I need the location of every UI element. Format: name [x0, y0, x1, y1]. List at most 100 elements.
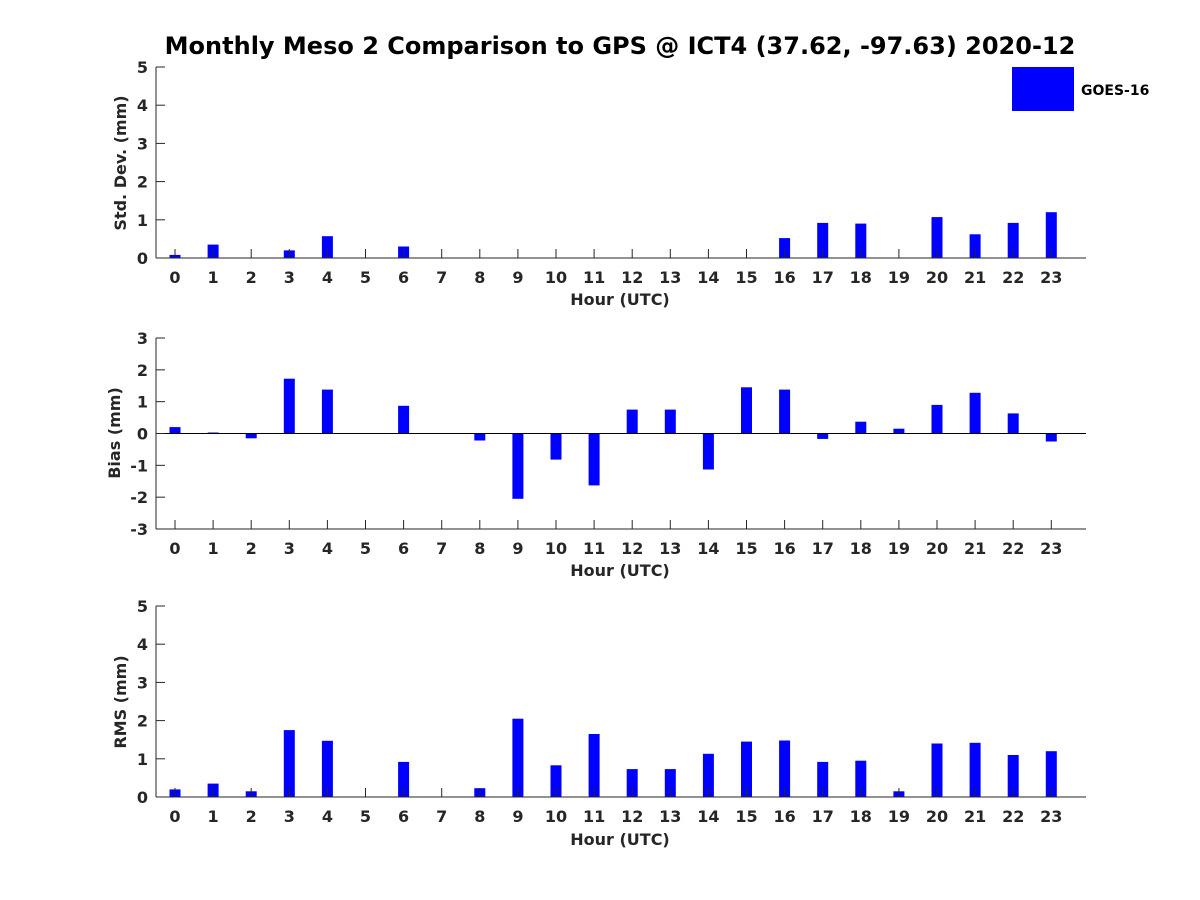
- bias-x-tick-label: 19: [888, 539, 910, 558]
- bias-x-tick-label: 12: [621, 539, 643, 558]
- std-dev-x-tick-label: 15: [735, 268, 757, 287]
- bias-x-tick-label: 5: [360, 539, 371, 558]
- bias-axes: 0 1 2 3 4 5 6 7 8 9 10 11 12 13 14 15 16 17 18 19 20 21 22 23-3…: [130, 329, 1086, 558]
- rms-x-tick-label: 16: [773, 807, 795, 826]
- bias-x-tick-label: 17: [812, 539, 834, 558]
- rms-y-tick-label: 2: [137, 712, 148, 731]
- std-dev-bar-hour-4: [321, 236, 333, 258]
- std-dev-x-tick-label: 13: [659, 268, 681, 287]
- rms-bar-hour-23: [1045, 751, 1057, 797]
- bias-x-tick-label: 18: [850, 539, 872, 558]
- bias-bar-hour-10: [550, 433, 562, 460]
- std-dev-x-tick-label: 2: [246, 268, 257, 287]
- std-dev-bar-hour-20: [931, 217, 943, 258]
- rms-y-tick-label: 1: [137, 750, 148, 769]
- std-dev-y-tick-label: 2: [137, 173, 148, 192]
- bias-bar-hour-12: [626, 409, 638, 434]
- bias-bar-hour-22: [1007, 413, 1019, 434]
- bias-x-tick-label: 10: [545, 539, 567, 558]
- bias-x-tick-label: 0: [169, 539, 180, 558]
- panel-std-dev: 0 1 2 3 4 5 6 7 8 9 10 11 12 13 14 15 16 17 18 19 20 21 22 2301…: [111, 58, 1149, 309]
- legend-label-goes-16: GOES-16: [1081, 83, 1149, 99]
- bias-x-tick-label: 4: [322, 539, 333, 558]
- bias-x-tick-label: 14: [697, 539, 719, 558]
- rms-x-tick-label: 20: [926, 807, 948, 826]
- std-dev-x-tick-label: 21: [964, 268, 986, 287]
- bias-bars: [169, 378, 1057, 499]
- bias-y-tick-label: 2: [137, 361, 148, 380]
- std-dev-bar-hour-23: [1045, 212, 1057, 258]
- rms-bar-hour-16: [779, 740, 791, 797]
- std-dev-x-tick-label: 6: [398, 268, 409, 287]
- bias-bar-hour-18: [855, 421, 867, 434]
- rms-x-tick-label: 0: [169, 807, 180, 826]
- std-dev-x-tick-label: 1: [208, 268, 219, 287]
- bias-x-tick-label: 15: [735, 539, 757, 558]
- bias-bar-hour-0: [169, 427, 181, 434]
- bias-bar-hour-2: [245, 433, 257, 439]
- rms-bar-hour-12: [626, 769, 638, 797]
- std-dev-x-tick-label: 20: [926, 268, 948, 287]
- rms-axes: 0 1 2 3 4 5 6 7 8 9 10 11 12 13 14 15 16 17 18 19 20 21 22 2301…: [137, 597, 1086, 826]
- rms-x-tick-label: 15: [735, 807, 757, 826]
- bias-x-tick-label: 13: [659, 539, 681, 558]
- std-dev-x-tick-label: 16: [773, 268, 795, 287]
- bias-bar-hour-20: [931, 404, 943, 434]
- bias-bar-hour-17: [817, 433, 829, 439]
- std-dev-x-tick-label: 17: [812, 268, 834, 287]
- std-dev-bar-hour-17: [817, 222, 829, 258]
- bias-bar-hour-21: [969, 392, 981, 434]
- bias-x-tick-label: 22: [1002, 539, 1024, 558]
- std-dev-bar-hour-22: [1007, 222, 1019, 258]
- rms-x-tick-label: 22: [1002, 807, 1024, 826]
- std-dev-x-tick-label: 23: [1040, 268, 1062, 287]
- bias-x-tick-label: 16: [773, 539, 795, 558]
- bias-y-tick-label: -3: [130, 520, 148, 539]
- rms-x-tick-label: 19: [888, 807, 910, 826]
- std-dev-xlabel: Hour (UTC): [570, 290, 670, 309]
- bias-y-tick-label: 3: [137, 329, 148, 348]
- bias-x-tick-label: 7: [436, 539, 447, 558]
- rms-x-tick-label: 2: [246, 807, 257, 826]
- rms-x-tick-label: 5: [360, 807, 371, 826]
- rms-bar-hour-17: [817, 761, 829, 797]
- rms-bar-hour-18: [855, 760, 867, 797]
- legend: GOES-16: [1012, 67, 1149, 111]
- panel-bias: 0 1 2 3 4 5 6 7 8 9 10 11 12 13 14 15 16 17 18 19 20 21 22 23-3…: [105, 329, 1086, 580]
- legend-swatch-goes-16: [1012, 67, 1074, 111]
- std-dev-y-tick-label: 3: [137, 134, 148, 153]
- bias-bar-hour-14: [702, 433, 714, 470]
- bias-y-tick-label: -1: [130, 456, 148, 475]
- std-dev-ylabel: Std. Dev. (mm): [111, 95, 130, 230]
- std-dev-x-tick-label: 8: [474, 268, 485, 287]
- rms-x-tick-label: 13: [659, 807, 681, 826]
- std-dev-x-tick-label: 7: [436, 268, 447, 287]
- rms-y-tick-label: 0: [137, 788, 148, 807]
- bias-y-tick-label: 1: [137, 393, 148, 412]
- std-dev-y-tick-label: 5: [137, 58, 148, 77]
- rms-x-tick-label: 9: [512, 807, 523, 826]
- rms-bar-hour-3: [283, 730, 295, 797]
- std-dev-x-tick-label: 19: [888, 268, 910, 287]
- bias-x-tick-label: 20: [926, 539, 948, 558]
- bias-x-tick-label: 9: [512, 539, 523, 558]
- rms-x-tick-label: 12: [621, 807, 643, 826]
- std-dev-y-tick-label: 4: [137, 96, 148, 115]
- bias-x-tick-label: 1: [208, 539, 219, 558]
- bias-bar-hour-19: [893, 428, 905, 434]
- rms-bar-hour-11: [588, 734, 600, 797]
- bias-x-tick-label: 21: [964, 539, 986, 558]
- std-dev-x-tick-label: 3: [284, 268, 295, 287]
- std-dev-x-tick-label: 10: [545, 268, 567, 287]
- rms-bar-hour-10: [550, 765, 562, 797]
- std-dev-bar-hour-16: [779, 238, 791, 258]
- std-dev-x-tick-label: 5: [360, 268, 371, 287]
- rms-x-tick-label: 11: [583, 807, 605, 826]
- std-dev-x-tick-label: 4: [322, 268, 333, 287]
- std-dev-x-tick-label: 0: [169, 268, 180, 287]
- rms-bar-hour-15: [741, 741, 752, 797]
- bias-x-tick-label: 2: [246, 539, 257, 558]
- bias-bar-hour-9: [512, 433, 524, 499]
